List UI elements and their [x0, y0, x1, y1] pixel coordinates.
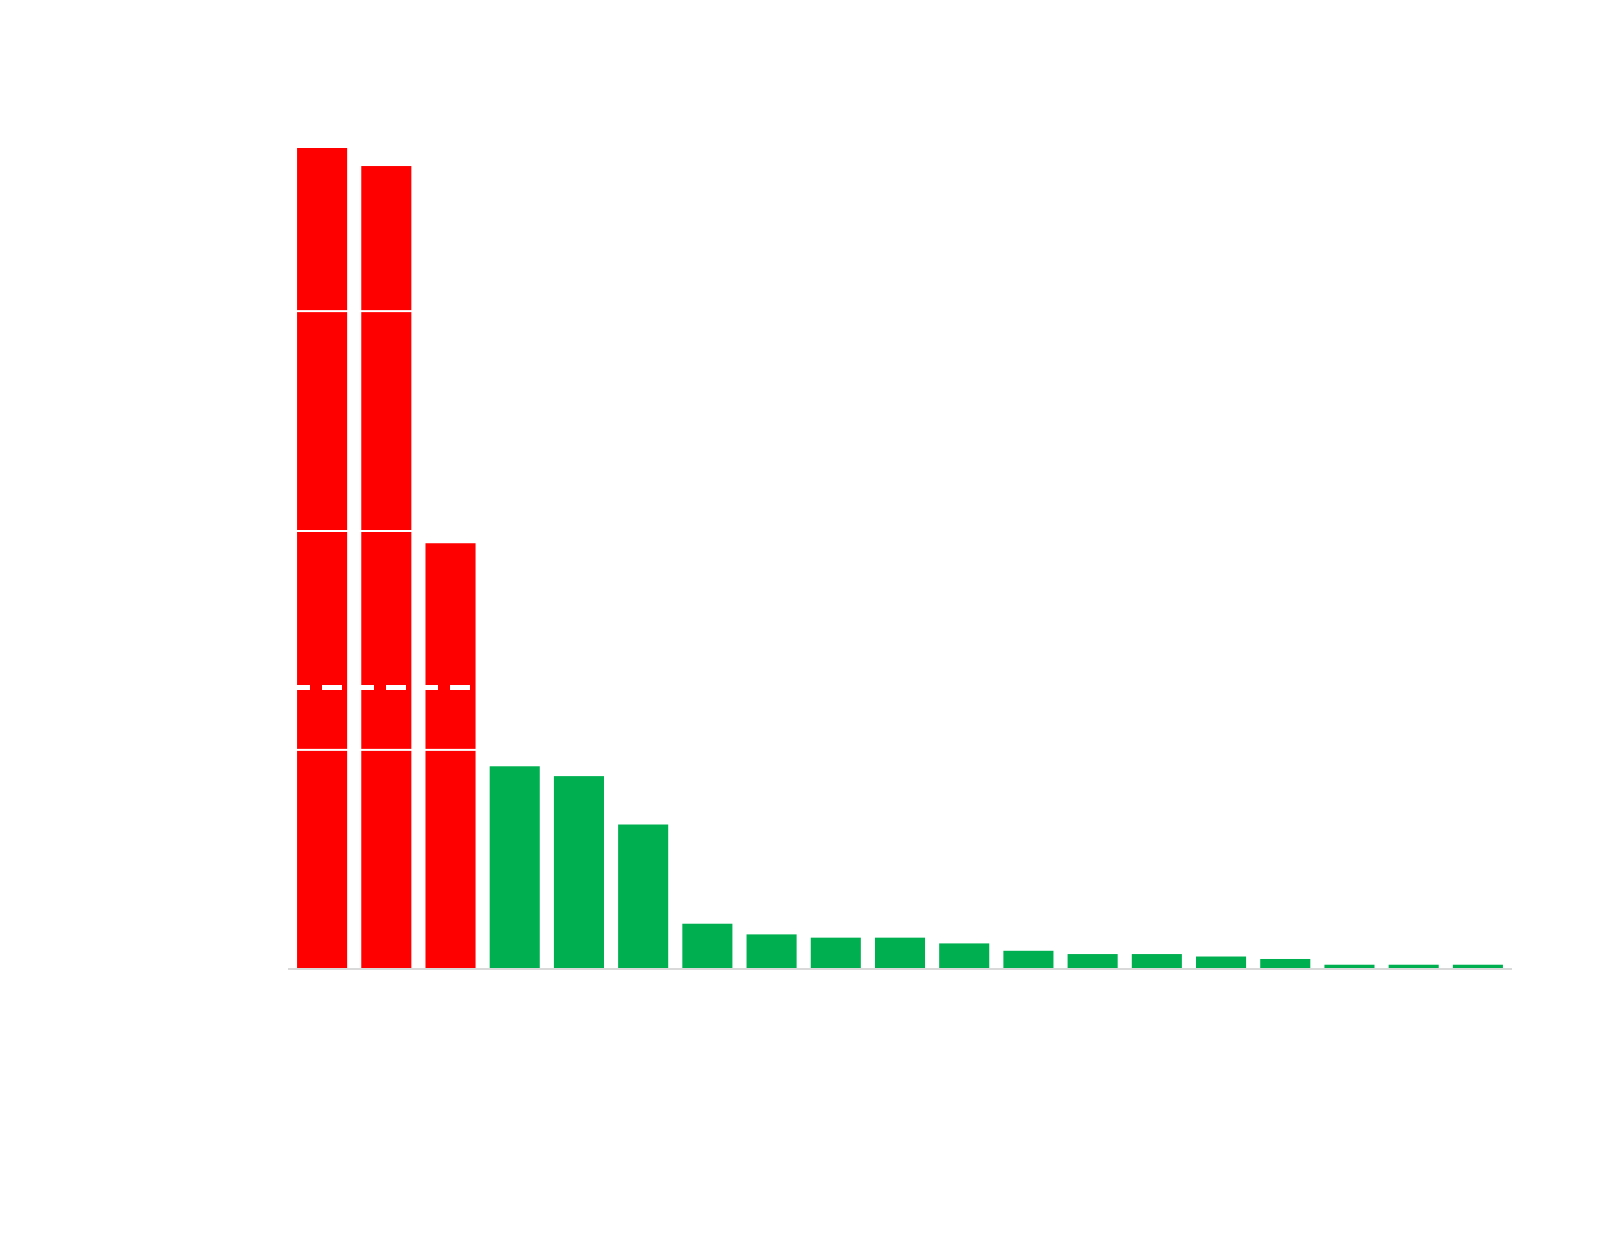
bar-18	[1388, 964, 1439, 968]
bar-5	[553, 776, 604, 968]
bar-16	[1260, 958, 1311, 968]
bar-8	[746, 934, 797, 968]
bar-2	[361, 166, 412, 969]
bar-12	[1003, 950, 1054, 968]
bar-17	[1324, 964, 1375, 968]
bar-7	[682, 923, 733, 968]
bar-19	[1452, 964, 1503, 968]
bar-9	[810, 937, 861, 968]
bars-group	[297, 148, 1503, 969]
bar-6	[618, 824, 669, 968]
bar-1	[297, 148, 348, 968]
bar-4	[489, 766, 540, 968]
bar-10	[874, 937, 926, 968]
bar-13	[1067, 954, 1118, 968]
bar-15	[1196, 956, 1247, 968]
gridlines-group	[290, 310, 1510, 751]
bar-11	[939, 943, 990, 968]
bar-14	[1131, 954, 1182, 968]
bar-3	[425, 543, 476, 968]
